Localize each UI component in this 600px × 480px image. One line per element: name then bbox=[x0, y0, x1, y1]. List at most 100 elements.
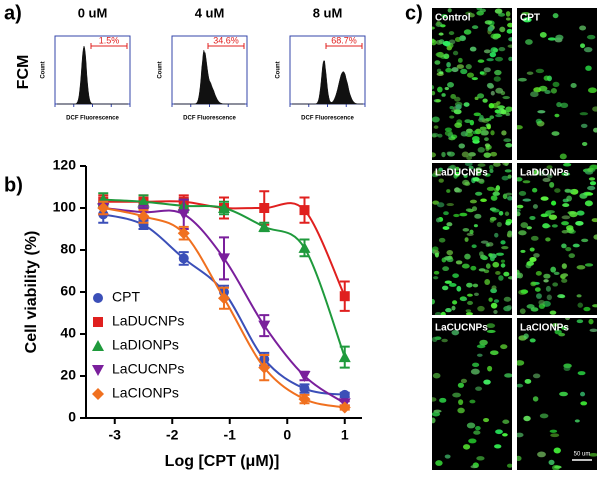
fcm-gate-percent: 68.7% bbox=[331, 35, 357, 45]
cell bbox=[493, 163, 501, 167]
marker bbox=[338, 401, 351, 414]
cell bbox=[574, 419, 580, 423]
cell bbox=[554, 113, 560, 118]
cell bbox=[464, 181, 471, 186]
cell bbox=[506, 463, 512, 468]
cell bbox=[558, 332, 566, 337]
cell bbox=[433, 270, 440, 275]
cell bbox=[439, 71, 444, 75]
cell bbox=[447, 82, 455, 88]
cell bbox=[498, 210, 504, 216]
cell bbox=[588, 177, 596, 181]
cell bbox=[588, 318, 594, 325]
cell bbox=[432, 397, 437, 402]
cell bbox=[532, 204, 538, 209]
cell bbox=[475, 172, 482, 176]
cell bbox=[494, 444, 502, 449]
legend-label: LaCUCNPs bbox=[112, 361, 184, 377]
cell bbox=[520, 289, 529, 294]
cell bbox=[477, 305, 485, 312]
cell bbox=[566, 225, 574, 231]
cell bbox=[482, 98, 488, 103]
cell bbox=[553, 447, 561, 454]
cell bbox=[546, 294, 552, 301]
cell bbox=[490, 47, 498, 54]
cell bbox=[464, 253, 471, 260]
cell bbox=[498, 12, 506, 17]
cell bbox=[433, 170, 442, 176]
cell bbox=[517, 269, 520, 275]
cell bbox=[494, 232, 499, 238]
cell bbox=[490, 302, 498, 309]
cell bbox=[477, 93, 485, 99]
cell bbox=[522, 180, 531, 184]
cell bbox=[577, 302, 584, 308]
cell bbox=[552, 464, 560, 470]
cell bbox=[438, 237, 446, 243]
cell bbox=[550, 88, 557, 94]
cell bbox=[589, 164, 597, 170]
marker bbox=[137, 195, 150, 207]
cell bbox=[535, 118, 542, 124]
cell bbox=[518, 77, 527, 82]
cell bbox=[451, 330, 460, 336]
cell bbox=[560, 102, 569, 109]
cell bbox=[529, 257, 537, 262]
cell bbox=[469, 119, 475, 126]
fcm-histogram bbox=[57, 45, 128, 105]
cell bbox=[561, 230, 569, 234]
cell bbox=[476, 344, 486, 349]
cell bbox=[563, 163, 572, 167]
cells bbox=[432, 163, 512, 315]
cell bbox=[592, 304, 597, 308]
cell bbox=[551, 200, 557, 206]
legend-label: LaDIONPs bbox=[112, 337, 179, 353]
cell bbox=[517, 204, 524, 209]
cell bbox=[454, 171, 461, 177]
cell bbox=[460, 131, 468, 137]
cell bbox=[522, 198, 532, 202]
fcm-gate bbox=[325, 43, 363, 49]
cell bbox=[483, 152, 492, 158]
cell bbox=[444, 255, 452, 261]
cell bbox=[466, 72, 475, 78]
micrograph-label: Control bbox=[435, 13, 471, 24]
cell bbox=[441, 151, 446, 158]
cell bbox=[438, 32, 444, 36]
marker bbox=[298, 371, 311, 382]
fcm-title: 0 uM bbox=[78, 5, 108, 20]
cell bbox=[494, 109, 501, 114]
cell bbox=[551, 224, 558, 228]
scale-bar-label: 50 um bbox=[574, 452, 591, 458]
cell bbox=[493, 309, 498, 315]
cell bbox=[507, 22, 512, 28]
cell bbox=[532, 373, 541, 379]
cells bbox=[517, 163, 597, 315]
cell bbox=[466, 293, 473, 297]
cell bbox=[501, 175, 509, 181]
marker bbox=[338, 351, 351, 363]
cell bbox=[453, 109, 462, 115]
micrograph-label: LaDIONPs bbox=[520, 168, 569, 179]
cell bbox=[526, 260, 534, 267]
cell bbox=[549, 310, 557, 315]
cell bbox=[464, 163, 473, 167]
cell bbox=[502, 96, 510, 100]
cell bbox=[472, 177, 480, 182]
fcm-x-label: DCF Fluorescence bbox=[66, 116, 119, 122]
cell bbox=[471, 25, 479, 30]
cell bbox=[572, 243, 580, 248]
cell bbox=[576, 294, 582, 298]
cell bbox=[465, 64, 472, 70]
cell bbox=[579, 25, 587, 31]
cell bbox=[505, 17, 511, 21]
cell bbox=[440, 311, 446, 315]
cell bbox=[469, 199, 477, 204]
cell bbox=[432, 26, 435, 30]
cell bbox=[539, 413, 549, 419]
cell bbox=[500, 344, 508, 350]
marker bbox=[177, 209, 190, 221]
x-tick-label: -2 bbox=[166, 427, 179, 443]
cell bbox=[432, 39, 437, 46]
cell bbox=[492, 191, 500, 196]
